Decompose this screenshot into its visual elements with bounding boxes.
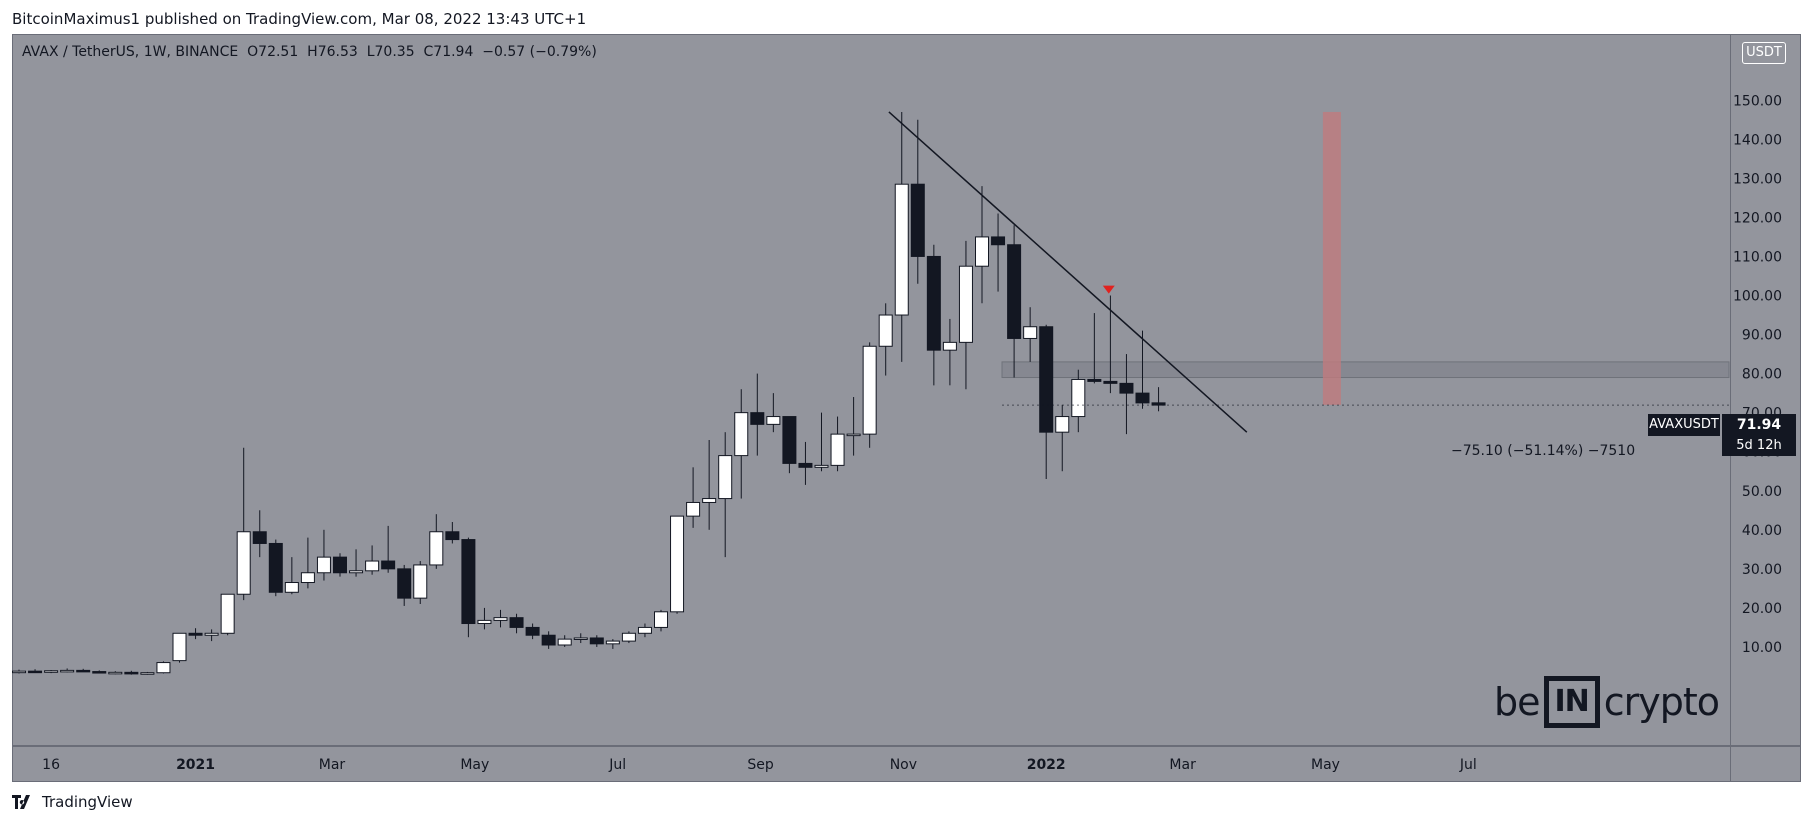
becrypto-logo: be IN crypto: [1494, 676, 1720, 728]
price-unit-button[interactable]: USDT: [1742, 42, 1786, 64]
legend-open-label: O: [247, 44, 259, 60]
legend-open: 72.51: [258, 44, 299, 60]
logo-text-crypto: crypto: [1603, 680, 1720, 724]
measure-label: −75.10 (−51.14%) −7510: [1451, 443, 1636, 459]
legend-low-label: L: [366, 44, 375, 60]
legend-change: −0.57 (−0.79%): [482, 44, 597, 60]
last-price-tag: 71.94: [1722, 414, 1796, 436]
logo-text-in: IN: [1543, 676, 1600, 728]
chart-pane[interactable]: [12, 34, 1731, 746]
legend-pair: AVAX / TetherUS, 1W, BINANCE: [22, 44, 239, 60]
ohlc-legend: AVAX / TetherUS, 1W, BINANCE O72.51 H76.…: [22, 44, 597, 60]
legend-high: 76.53: [317, 44, 358, 60]
footer-brand[interactable]: TradingView: [42, 793, 133, 811]
price-axis[interactable]: [1731, 34, 1801, 746]
axis-corner: [1731, 746, 1801, 782]
legend-high-label: H: [307, 44, 318, 60]
tradingview-logo-icon: [12, 795, 30, 809]
legend-low: 70.35: [374, 44, 415, 60]
time-axis[interactable]: [12, 746, 1731, 782]
legend-close-label: C: [423, 44, 434, 60]
published-header: BitcoinMaximus1 published on TradingView…: [12, 10, 587, 28]
footer: TradingView: [12, 793, 133, 811]
legend-close: 71.94: [433, 44, 474, 60]
bar-countdown-tag: 5d 12h: [1722, 436, 1796, 456]
symbol-tag: AVAXUSDT: [1648, 414, 1720, 436]
logo-text-be: be: [1494, 680, 1540, 724]
